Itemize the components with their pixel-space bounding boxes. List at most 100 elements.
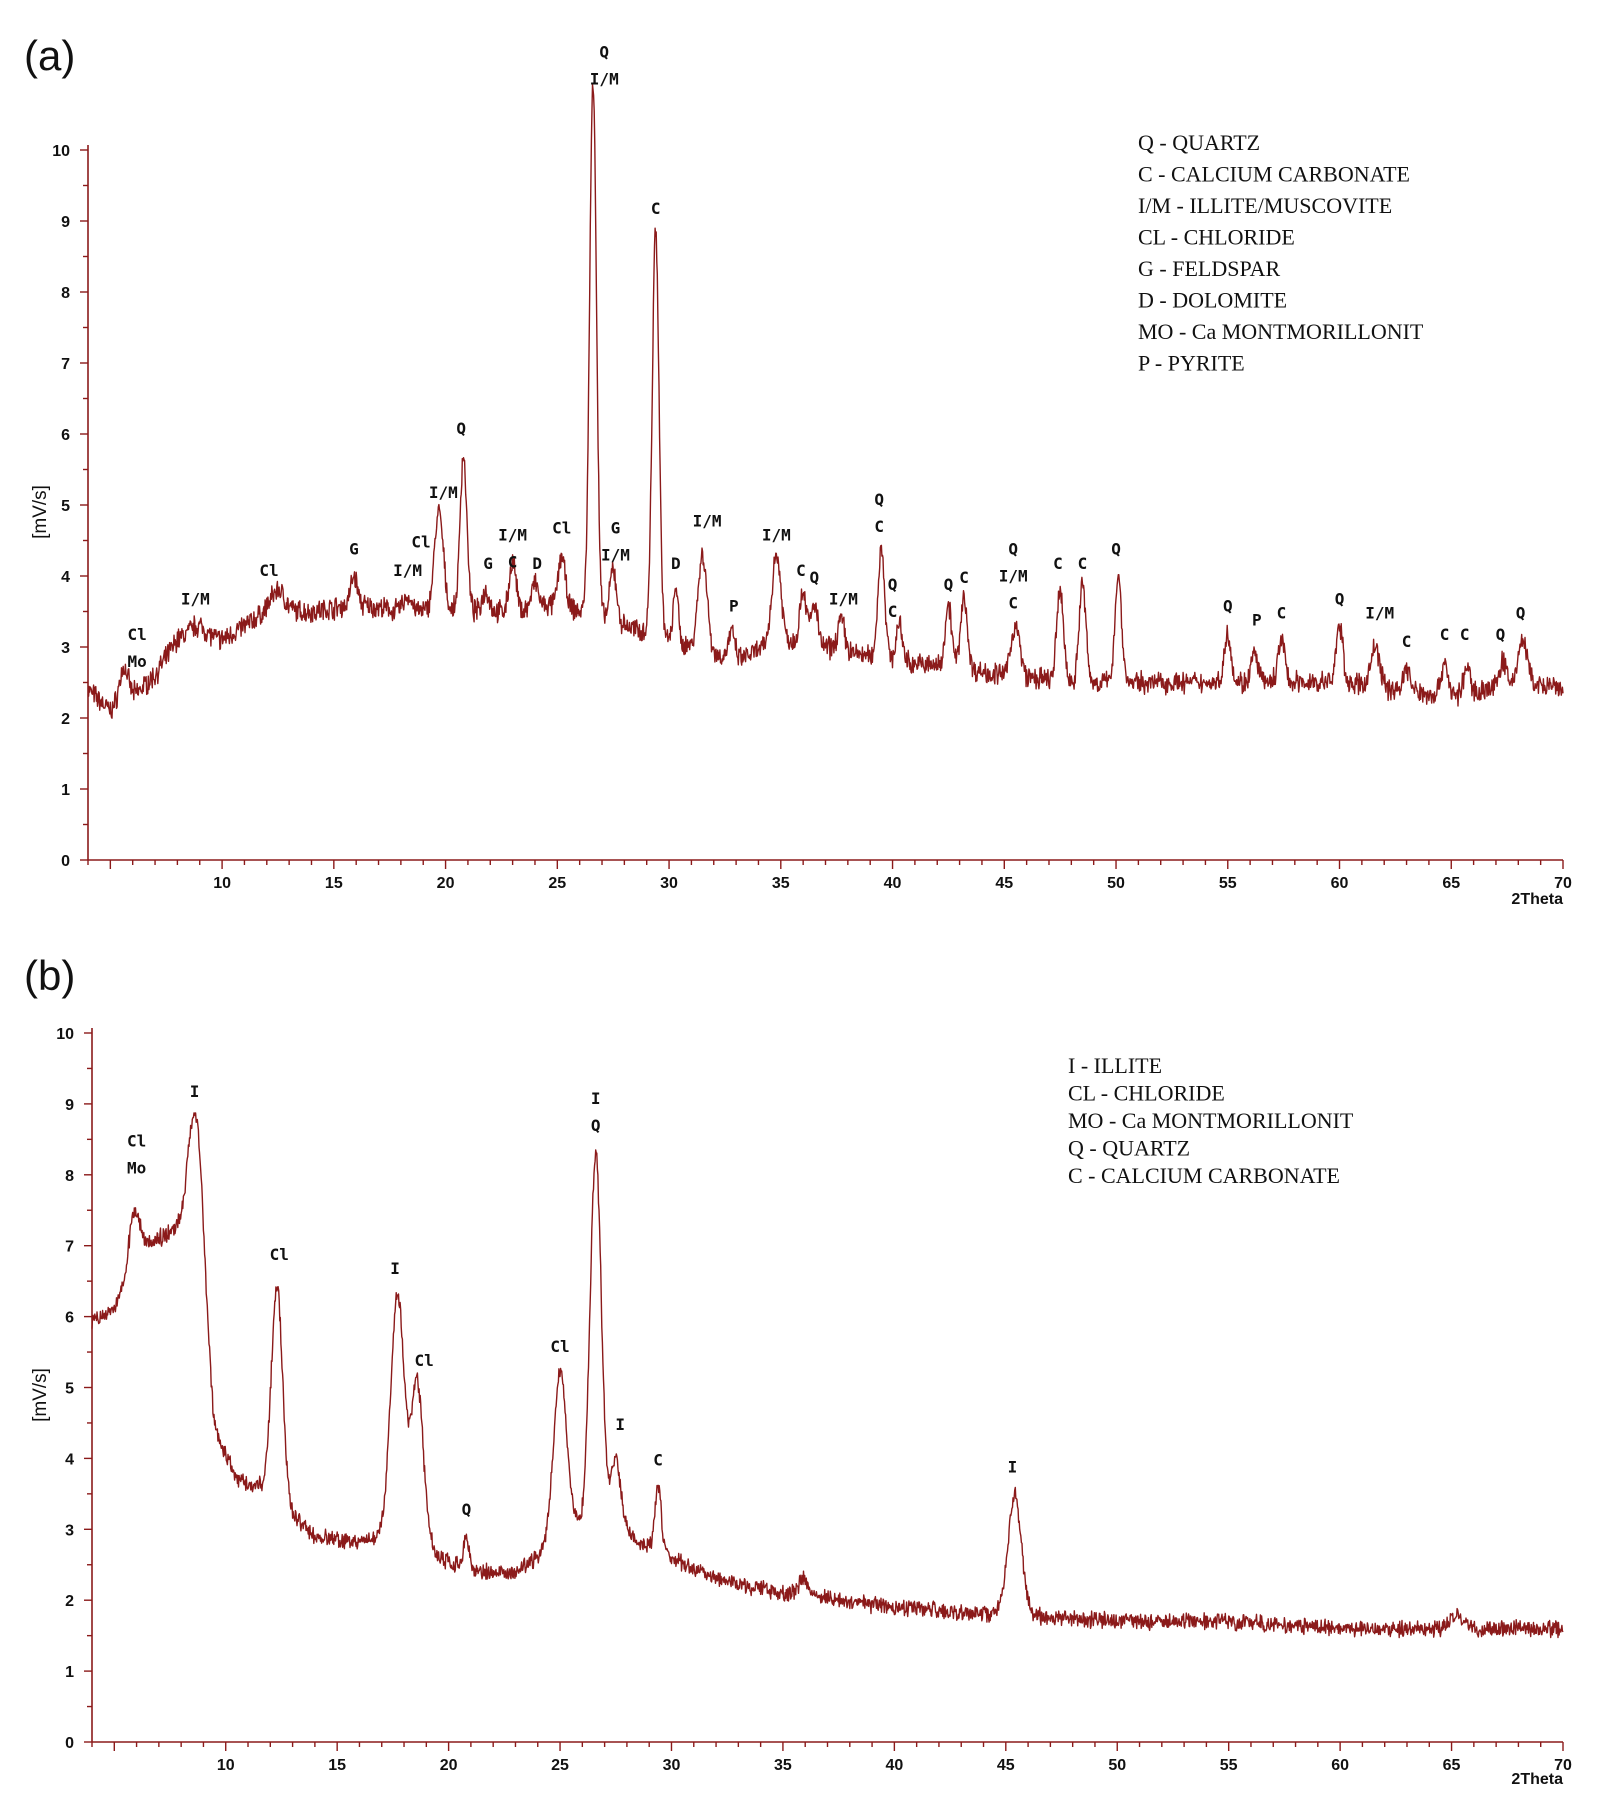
panel-a-x-tick-label: 30: [660, 875, 678, 892]
panel-a-peak-label: G I/M: [601, 518, 630, 564]
panel-b-y-axis-label: [mV/s]: [30, 1368, 51, 1422]
panel-a-peak-label-line: Mo: [128, 652, 147, 671]
panel-b-peak-label: Q: [462, 1500, 472, 1519]
panel-b-x-tick-label: 65: [1443, 1757, 1461, 1774]
panel-b-x-tick-label: 50: [1108, 1757, 1126, 1774]
panel-b-x-tick-label: 45: [997, 1757, 1015, 1774]
panel-a-peak-label-line: C: [796, 561, 806, 580]
panel-a-x-tick-label: 40: [884, 875, 902, 892]
panel-a-peak-label: Q: [1223, 597, 1233, 616]
panel-a-legend-entry: D - DOLOMITE: [1138, 288, 1287, 313]
panel-a-peak-label: I/M: [1365, 604, 1394, 623]
panel-a-x-tick-label: 70: [1554, 875, 1572, 892]
panel-a-label: (a): [24, 32, 75, 79]
panel-a-peak-label: Q I/M: [590, 43, 619, 89]
panel-a-peak-label-line: Cl: [259, 561, 278, 580]
panel-a-legend-entry: CL - CHLORIDE: [1138, 225, 1295, 250]
panel-b-peak-label-line: Q: [591, 1116, 601, 1135]
panel-b-y-tick-label: 10: [56, 1026, 74, 1043]
panel-a-legend-entry: Q - QUARTZ: [1138, 130, 1260, 155]
panel-b-y-tick-label: 9: [65, 1097, 74, 1114]
panel-a-peak-label: I/M: [393, 561, 422, 580]
panel-a-peak-label-line: Cl: [411, 533, 430, 552]
panel-a-peak-label-line: I/M: [601, 545, 630, 564]
panel-a-peak-label: C: [1440, 625, 1450, 644]
panel-a-peak-label-line: C: [1460, 625, 1470, 644]
panel-a-x-tick-label: 45: [995, 875, 1013, 892]
panel-a-peak-label-line: Q: [810, 568, 820, 587]
panel-b-x-tick-label: 55: [1220, 1757, 1238, 1774]
panel-a-peak-label-line: Q: [599, 43, 609, 62]
panel-a-x-tick-label: 15: [325, 875, 343, 892]
panel-a-x-tick-label: 60: [1331, 875, 1349, 892]
panel-b-peak-label-line: C: [653, 1450, 663, 1469]
panel-a-peak-label: G: [483, 554, 493, 573]
panel-a-peak-label: Cl: [552, 518, 571, 537]
panel-b-x-tick-label: 20: [440, 1757, 458, 1774]
panel-b-y-tick-label: 3: [65, 1522, 74, 1539]
panel-a-y-tick-label: 7: [61, 356, 70, 373]
panel-a-peak-label-line: I/M: [762, 526, 791, 545]
panel-a-peak-label: I/M: [829, 589, 858, 608]
panel-a-peak-label-line: C: [1277, 604, 1287, 623]
panel-a-peak-label: I/M: [429, 483, 458, 502]
panel-b-legend-entry: Q - QUARTZ: [1068, 1136, 1190, 1161]
panel-a-peak-label-line: I/M: [829, 589, 858, 608]
panel-a-peak-label-line: Q: [456, 419, 466, 438]
panel-a-peak-label-line: I/M: [1365, 604, 1394, 623]
panel-a-peak-label-line: G: [349, 540, 359, 559]
panel-a-peak-label-line: C: [874, 517, 884, 536]
panel-a-peak-label-line: C: [1078, 554, 1088, 573]
panel-b-peak-label-line: Cl: [127, 1131, 146, 1150]
panel-a-peak-label: Cl: [259, 561, 278, 580]
panel-b-y-tick-label: 7: [65, 1239, 74, 1256]
panel-b-peak-label-line: I: [190, 1082, 200, 1101]
panel-b-y-tick-label: 1: [65, 1664, 74, 1681]
panel-a-y-tick-label: 2: [61, 711, 70, 728]
panel-a-diffraction-trace: [87, 83, 1564, 719]
panel-b-peak-label: Cl: [550, 1337, 569, 1356]
panel-a-peak-label: Q I/M C: [999, 540, 1028, 613]
panel-a-y-tick-label: 9: [61, 214, 70, 231]
panel-a-legend-entry: C - CALCIUM CARBONATE: [1138, 162, 1410, 187]
panel-b-peak-label: Cl Mo: [127, 1131, 146, 1177]
panel-b-y-tick-label: 0: [65, 1735, 74, 1752]
panel-a-peak-label: C: [1402, 632, 1412, 651]
panel-a-peak-label: C: [1460, 625, 1470, 644]
panel-b-peak-label-line: Cl: [414, 1351, 433, 1370]
panel-a-peak-label-line: Q: [1223, 597, 1233, 616]
panel-a-x-tick-label: 55: [1219, 875, 1237, 892]
panel-a-peak-label-line: G: [483, 554, 493, 573]
panel-a-y-tick-label: 8: [61, 285, 70, 302]
panel-a-legend-entry: P - PYRITE: [1138, 351, 1245, 376]
panel-a-peak-label: P: [729, 597, 739, 616]
panel-b-peak-label-line: I: [591, 1089, 601, 1108]
panel-a-peak-label-line: Q: [1496, 625, 1506, 644]
panel-a-y-tick-label: 6: [61, 427, 70, 444]
panel-a-peak-label-line: I/M: [429, 483, 458, 502]
panel-a-y-tick-label: 10: [52, 143, 70, 160]
panel-a-legend-entry: G - FELDSPAR: [1138, 256, 1281, 281]
panel-a-peak-label-line: Q: [1335, 589, 1345, 608]
panel-b-y-tick-label: 6: [65, 1310, 74, 1327]
panel-a-x-axis-label: 2Theta: [1511, 891, 1563, 908]
panel-b-peak-label-line: Q: [462, 1500, 472, 1519]
panel-a-y-tick-label: 1: [61, 782, 70, 799]
panel-a-y-tick-label: 3: [61, 640, 70, 657]
panel-a-peak-label-line: Q: [1008, 540, 1018, 559]
panel-b-x-tick-label: 15: [328, 1757, 346, 1774]
panel-a-peak-label: Q: [810, 568, 820, 587]
panel-b-peak-label-line: I: [615, 1415, 625, 1434]
panel-b-peak-label-line: I: [390, 1259, 400, 1278]
panel-b-peak-label: I: [615, 1415, 625, 1434]
panel-b-x-tick-label: 70: [1554, 1757, 1572, 1774]
panel-a-peak-label-line: D: [671, 554, 681, 573]
panel-a-peak-label: I/M: [181, 589, 210, 608]
